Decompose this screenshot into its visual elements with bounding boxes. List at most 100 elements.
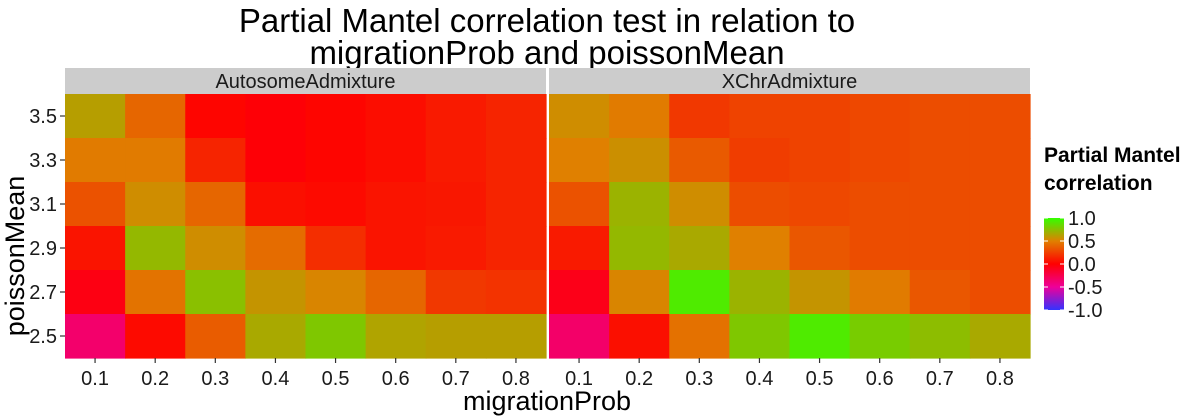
heatmap-cell — [909, 94, 971, 139]
x-tick-label: 0.4 — [746, 368, 774, 390]
heatmap-cell — [65, 226, 126, 271]
heatmap-cell — [365, 314, 427, 359]
heatmap-cell — [849, 314, 911, 359]
heatmap-cell — [305, 314, 367, 359]
legend: Partial Mantel correlation 1.00.50.0-0.5… — [1044, 144, 1181, 322]
heatmap-cell — [305, 270, 367, 315]
heatmap-cell — [909, 138, 971, 183]
heatmap-cell — [245, 314, 307, 359]
heatmap-cell — [425, 138, 487, 183]
legend-tick-label: -1.0 — [1068, 300, 1102, 322]
heatmap-cell — [909, 226, 971, 271]
x-axis-xchr: 0.1 0.2 0.3 0.4 0.5 0.6 0.7 0.8 — [565, 358, 1014, 390]
x-tick-label: 0.4 — [262, 368, 290, 390]
strip-background — [65, 68, 546, 94]
heatmap-cell — [485, 314, 547, 359]
heatmap-cell — [65, 138, 126, 183]
heatmap-cell — [969, 270, 1031, 315]
heatmap-cell — [425, 226, 487, 271]
heatmap-cell — [669, 94, 730, 139]
heatmap-cell — [909, 314, 971, 359]
heatmap-cell — [789, 270, 851, 315]
heatmap-cell — [849, 182, 911, 227]
strip-label-xchr: XChrAdmixture — [722, 71, 858, 93]
heatmap-cell — [245, 270, 307, 315]
x-tick-label: 0.6 — [866, 368, 894, 390]
x-tick-label: 0.8 — [986, 368, 1014, 390]
heatmap-cell — [485, 138, 547, 183]
heatmap-cell — [305, 226, 367, 271]
heatmap-cell — [365, 182, 427, 227]
heatmap-cell — [365, 270, 427, 315]
y-tick-label: 3.1 — [29, 194, 57, 216]
heatmap-cell — [789, 138, 851, 183]
heatmap-cell — [609, 226, 670, 271]
x-tick-label: 0.2 — [141, 368, 169, 390]
y-tick-label: 2.5 — [29, 326, 57, 348]
x-tick-label: 0.1 — [81, 368, 109, 390]
heatmap-cell — [245, 182, 307, 227]
heatmap-cell — [729, 270, 791, 315]
heatmap-cell — [245, 138, 307, 183]
legend-colorbar — [1044, 218, 1064, 310]
heatmap-cell — [789, 226, 851, 271]
x-tick-label: 0.3 — [201, 368, 229, 390]
chart-title-line-1: Partial Mantel correlation test in relat… — [239, 2, 855, 39]
heatmap-cell — [969, 138, 1031, 183]
heatmap-cell — [549, 94, 610, 139]
heatmap-cell — [609, 314, 670, 359]
heatmap-cell — [909, 270, 971, 315]
heatmap-cell — [185, 182, 246, 227]
legend-tick-label: 1.0 — [1068, 208, 1096, 230]
heatmap-cell — [969, 182, 1031, 227]
x-tick-label: 0.7 — [926, 368, 954, 390]
heatmap-cell — [669, 270, 730, 315]
x-tick-label: 0.7 — [442, 368, 470, 390]
heatmap-cell — [365, 138, 427, 183]
x-axis-title: migrationProb — [463, 386, 631, 416]
heatmap-cell — [425, 182, 487, 227]
heatmap-cell — [549, 182, 610, 227]
heatmap-cell — [849, 270, 911, 315]
heatmap-cell — [245, 94, 307, 139]
heatmap-cell — [969, 94, 1031, 139]
heatmap-cell — [549, 314, 610, 359]
legend-ticks: 1.00.50.0-0.5-1.0 — [1044, 208, 1102, 322]
heatmap-cell — [789, 94, 851, 139]
legend-tick-label: 0.5 — [1068, 231, 1096, 253]
strip-label-autosome: AutosomeAdmixture — [215, 71, 395, 93]
y-tick-label: 2.9 — [29, 238, 57, 260]
heatmap-cell — [729, 94, 791, 139]
y-axis-title: poissonMean — [0, 176, 30, 337]
heatmap-cell — [549, 138, 610, 183]
y-tick-label: 3.3 — [29, 150, 57, 172]
heatmap-cell — [485, 226, 547, 271]
heatmap-cell — [365, 226, 427, 271]
x-tick-label: 0.2 — [625, 368, 653, 390]
y-axis: 3.5 3.3 3.1 2.9 2.7 2.5 — [29, 106, 65, 348]
heatmap-cell — [65, 314, 126, 359]
heatmap-cell — [549, 270, 610, 315]
heatmap-cell — [305, 182, 367, 227]
heatmap-cell — [669, 226, 730, 271]
x-tick-label: 0.5 — [322, 368, 350, 390]
heatmap-cell — [729, 182, 791, 227]
heatmap-cell — [125, 94, 186, 139]
x-tick-label: 0.6 — [382, 368, 410, 390]
heatmap-cell — [609, 138, 670, 183]
heatmap-cell — [425, 94, 487, 139]
x-tick-label: 0.8 — [502, 368, 530, 390]
heatmap-cell — [365, 94, 427, 139]
heatmap-cell — [969, 226, 1031, 271]
heatmap-cell — [485, 94, 547, 139]
x-tick-label: 0.3 — [685, 368, 713, 390]
heatmap-cell — [849, 94, 911, 139]
heatmap-cell — [609, 270, 670, 315]
legend-tick-label: 0.0 — [1068, 254, 1096, 276]
heatmap-cell — [669, 314, 730, 359]
heatmap-cell — [549, 226, 610, 271]
y-tick-label: 2.7 — [29, 282, 57, 304]
heatmap-cell — [909, 182, 971, 227]
heatmap-cell — [125, 270, 186, 315]
